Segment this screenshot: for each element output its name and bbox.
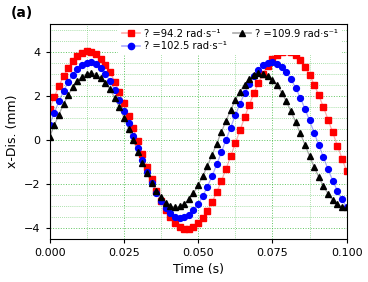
- Text: (a): (a): [11, 6, 33, 20]
- Legend: ? =94.2 rad·s⁻¹, ? =102.5 rad·s⁻¹, ? =109.9 rad·s⁻¹: ? =94.2 rad·s⁻¹, ? =102.5 rad·s⁻¹, ? =10…: [118, 25, 342, 55]
- Y-axis label: x-Dis. (mm): x-Dis. (mm): [6, 95, 18, 168]
- X-axis label: Time (s): Time (s): [173, 263, 224, 276]
